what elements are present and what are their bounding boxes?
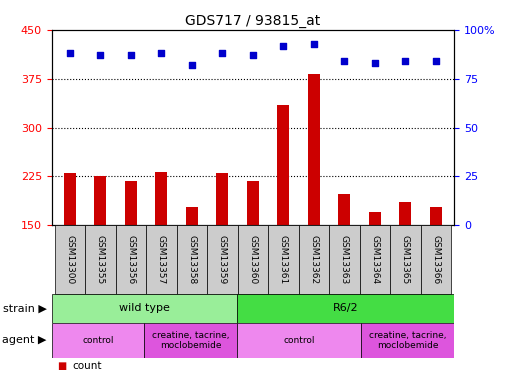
Bar — [369, 212, 381, 225]
Bar — [361, 322, 454, 358]
Bar — [207, 225, 237, 294]
Bar — [186, 207, 198, 225]
Text: GSM13360: GSM13360 — [248, 235, 257, 284]
Bar — [52, 294, 237, 322]
Bar — [146, 225, 176, 294]
Bar — [299, 225, 329, 294]
Bar — [125, 181, 137, 225]
Bar — [237, 294, 454, 322]
Point — [370, 60, 379, 66]
Point — [401, 58, 409, 64]
Bar — [308, 74, 320, 225]
Point — [188, 62, 196, 68]
Bar — [268, 225, 299, 294]
Text: GSM13362: GSM13362 — [309, 235, 318, 284]
Bar — [360, 225, 390, 294]
Bar — [176, 225, 207, 294]
Text: GSM13356: GSM13356 — [126, 235, 135, 284]
Bar — [390, 225, 421, 294]
Bar — [237, 225, 268, 294]
Text: creatine, tacrine,
moclobemide: creatine, tacrine, moclobemide — [369, 331, 446, 350]
Bar — [338, 194, 350, 225]
Bar — [55, 225, 85, 294]
Bar — [277, 105, 289, 225]
Text: GSM13300: GSM13300 — [66, 235, 74, 284]
Text: creatine, tacrine,
moclobemide: creatine, tacrine, moclobemide — [152, 331, 230, 350]
Bar — [116, 225, 146, 294]
Text: GSM13359: GSM13359 — [218, 235, 227, 284]
Text: wild type: wild type — [119, 303, 170, 313]
Point — [218, 50, 227, 56]
Text: count: count — [72, 361, 102, 370]
Bar — [237, 322, 361, 358]
Text: GSM13364: GSM13364 — [370, 235, 379, 284]
Text: GSM13366: GSM13366 — [431, 235, 440, 284]
Text: ■: ■ — [57, 361, 66, 370]
Point — [66, 50, 74, 56]
Point — [96, 53, 105, 58]
Text: strain ▶: strain ▶ — [3, 303, 46, 313]
Text: GSM13361: GSM13361 — [279, 235, 288, 284]
Bar — [329, 225, 360, 294]
Point — [127, 53, 135, 58]
Bar — [421, 225, 451, 294]
Bar — [247, 181, 259, 225]
Text: R6/2: R6/2 — [333, 303, 359, 313]
Bar — [399, 202, 411, 225]
Bar — [144, 322, 237, 358]
Text: GSM13355: GSM13355 — [96, 235, 105, 284]
Bar — [64, 173, 76, 225]
Point — [432, 58, 440, 64]
Bar — [52, 322, 144, 358]
Title: GDS717 / 93815_at: GDS717 / 93815_at — [185, 13, 320, 28]
Bar — [85, 225, 116, 294]
Text: control: control — [283, 336, 315, 345]
Point — [249, 53, 257, 58]
Text: GSM13357: GSM13357 — [157, 235, 166, 284]
Point — [279, 43, 287, 49]
Text: GSM13365: GSM13365 — [401, 235, 410, 284]
Bar — [430, 207, 442, 225]
Text: agent ▶: agent ▶ — [2, 335, 46, 345]
Point — [310, 40, 318, 46]
Text: control: control — [82, 336, 114, 345]
Point — [340, 58, 348, 64]
Text: GSM13358: GSM13358 — [187, 235, 197, 284]
Text: GSM13363: GSM13363 — [340, 235, 349, 284]
Bar — [216, 173, 229, 225]
Bar — [94, 176, 106, 225]
Bar — [155, 172, 168, 225]
Point — [157, 50, 166, 56]
